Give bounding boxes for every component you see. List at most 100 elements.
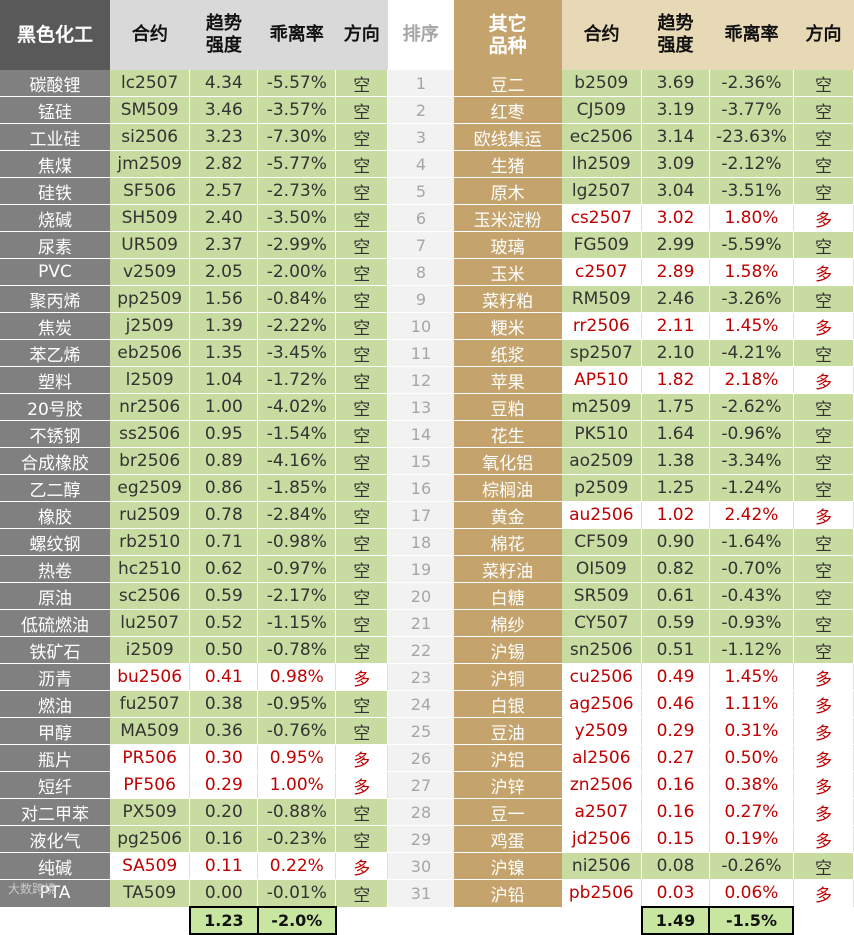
table-row: 燃油 fu2507 0.38 -0.95% 空 24 白银 ag2506 0.46 1.11% 多 bbox=[0, 690, 854, 718]
right-trend-strength: 0.51 bbox=[641, 636, 710, 664]
rank-number: 21 bbox=[387, 609, 454, 637]
left-direction: 空 bbox=[335, 204, 389, 232]
rank-number: 17 bbox=[387, 501, 454, 529]
left-trend-strength: 0.11 bbox=[189, 852, 259, 880]
rank-number: 19 bbox=[387, 555, 454, 583]
footer-blank bbox=[454, 907, 562, 934]
left-contract-code: pg2506 bbox=[109, 825, 191, 853]
right-deviation-rate: -2.36% bbox=[709, 70, 794, 97]
footer-blank bbox=[562, 907, 642, 934]
right-deviation-rate: 1.11% bbox=[709, 690, 794, 718]
left-contract-code: PF506 bbox=[109, 771, 191, 799]
left-deviation-rate: -3.57% bbox=[257, 96, 337, 124]
left-commodity-name: 工业硅 bbox=[0, 123, 110, 151]
right-trend-strength: 2.46 bbox=[641, 285, 710, 313]
rank-number: 10 bbox=[387, 312, 454, 340]
left-trend-strength: 1.56 bbox=[189, 285, 259, 313]
left-direction: 空 bbox=[335, 825, 389, 853]
right-contract-code: CF509 bbox=[561, 528, 643, 556]
right-deviation-rate: -1.24% bbox=[709, 474, 794, 502]
right-commodity-name: 沪铅 bbox=[453, 879, 562, 908]
left-deviation-rate: -4.16% bbox=[257, 447, 337, 475]
rank-number: 2 bbox=[387, 96, 454, 124]
left-trend-strength: 0.38 bbox=[189, 690, 259, 718]
right-trend-strength: 0.29 bbox=[641, 717, 710, 745]
left-contract-code: fu2507 bbox=[109, 690, 191, 718]
table-row: 碳酸锂 lc2507 4.34 -5.57% 空 1 豆二 b2509 3.69 -2.36% 空 bbox=[0, 70, 854, 97]
left-direction: 空 bbox=[335, 528, 389, 556]
left-trend-strength: 2.57 bbox=[189, 177, 259, 205]
right-contract-code: zn2506 bbox=[561, 771, 643, 799]
rank-number: 24 bbox=[387, 690, 454, 718]
left-commodity-name: 原油 bbox=[0, 582, 110, 610]
right-direction: 多 bbox=[793, 501, 854, 529]
left-direction: 多 bbox=[335, 771, 389, 799]
left-commodity-name: 聚丙烯 bbox=[0, 285, 110, 313]
left-deviation-rate: -2.22% bbox=[257, 312, 337, 340]
right-deviation-rate: 0.38% bbox=[709, 771, 794, 799]
watermark-logo: 大数跨境 bbox=[8, 882, 57, 896]
right-commodity-name: 棉纱 bbox=[453, 609, 562, 637]
table-row: PVC v2509 2.05 -2.00% 空 8 玉米 c2507 2.89 1.58% 多 bbox=[0, 258, 854, 286]
rank-number: 23 bbox=[387, 663, 454, 691]
left-commodity-name: 纯碱 bbox=[0, 852, 110, 880]
left-commodity-name: 螺纹钢 bbox=[0, 528, 110, 556]
rank-number: 29 bbox=[387, 825, 454, 853]
left-trend-strength: 0.20 bbox=[189, 798, 259, 826]
right-commodity-name: 沪铜 bbox=[453, 663, 562, 691]
left-deviation-rate: -2.84% bbox=[257, 501, 337, 529]
rank-number: 26 bbox=[387, 744, 454, 772]
left-trend-strength: 0.62 bbox=[189, 555, 259, 583]
left-direction: 空 bbox=[335, 96, 389, 124]
left-contract-code: br2506 bbox=[109, 447, 191, 475]
left-group-header: 黑色化工 bbox=[0, 0, 110, 70]
left-trend-strength: 0.52 bbox=[189, 609, 259, 637]
right-commodity-name: 白银 bbox=[453, 690, 562, 718]
table-row: 焦炭 j2509 1.39 -2.22% 空 10 粳米 rr2506 2.11 1.45% 多 bbox=[0, 312, 854, 340]
right-trend-strength: 2.89 bbox=[641, 258, 710, 286]
right-commodity-name: 菜籽油 bbox=[453, 555, 562, 583]
right-deviation-rate: -0.70% bbox=[709, 555, 794, 583]
right-commodity-name: 豆粕 bbox=[453, 393, 562, 421]
left-commodity-name: 沥青 bbox=[0, 663, 110, 691]
rank-number: 11 bbox=[387, 339, 454, 367]
left-deviation-rate: -0.76% bbox=[257, 717, 337, 745]
left-deviation-rate: 1.00% bbox=[257, 771, 337, 799]
right-contract-code: sn2506 bbox=[561, 636, 643, 664]
left-commodity-name: 苯乙烯 bbox=[0, 339, 110, 367]
right-commodity-name: 玻璃 bbox=[453, 231, 562, 259]
right-contract-code: lh2509 bbox=[561, 150, 643, 178]
left-trend-strength: 2.82 bbox=[189, 150, 259, 178]
right-trend-strength: 3.19 bbox=[641, 96, 710, 124]
right-contract-code: AP510 bbox=[561, 366, 643, 394]
table-row: 不锈钢 ss2506 0.95 -1.54% 空 14 花生 PK510 1.64 -0.96% 空 bbox=[0, 420, 854, 448]
right-contract-code: cu2506 bbox=[561, 663, 643, 691]
left-contract-code: lu2507 bbox=[109, 609, 191, 637]
right-contract-code: ao2509 bbox=[561, 447, 643, 475]
right-commodity-name: 菜籽粕 bbox=[453, 285, 562, 313]
right-contract-code: RM509 bbox=[561, 285, 643, 313]
left-deviation-rate: -0.23% bbox=[257, 825, 337, 853]
left-deviation-rate: -5.77% bbox=[257, 150, 337, 178]
table-row: 尿素 UR509 2.37 -2.99% 空 7 玻璃 FG509 2.99 -5.59% 空 bbox=[0, 231, 854, 259]
left-direction: 空 bbox=[335, 231, 389, 259]
table-row: 合成橡胶 br2506 0.89 -4.16% 空 15 氧化铝 ao2509 1.38 -3.3… bbox=[0, 447, 854, 475]
table-row: 纯碱 SA509 0.11 0.22% 多 30 沪镍 ni2506 0.08 -0.26% 空 bbox=[0, 852, 854, 880]
right-direction: 空 bbox=[793, 285, 854, 313]
left-trend-strength: 3.23 bbox=[189, 123, 259, 151]
left-trend-strength: 2.40 bbox=[189, 204, 259, 232]
right-average-strength: 1.49 bbox=[640, 906, 711, 935]
right-deviation-rate: -2.62% bbox=[709, 393, 794, 421]
left-commodity-name: 不锈钢 bbox=[0, 420, 110, 448]
left-commodity-name: 20号胶 bbox=[0, 393, 110, 421]
right-contract-code: CJ509 bbox=[561, 96, 643, 124]
table-row: 螺纹钢 rb2510 0.71 -0.98% 空 18 棉花 CF509 0.90 -1.64% 空 bbox=[0, 528, 854, 556]
right-contract-code: c2507 bbox=[561, 258, 643, 286]
left-direction: 空 bbox=[335, 879, 389, 908]
right-commodity-name: 沪锌 bbox=[453, 771, 562, 799]
contract-header-left: 合约 bbox=[109, 0, 190, 70]
left-average-deviation: -2.0% bbox=[256, 906, 337, 935]
left-trend-strength: 2.05 bbox=[189, 258, 259, 286]
left-contract-code: jm2509 bbox=[109, 150, 191, 178]
